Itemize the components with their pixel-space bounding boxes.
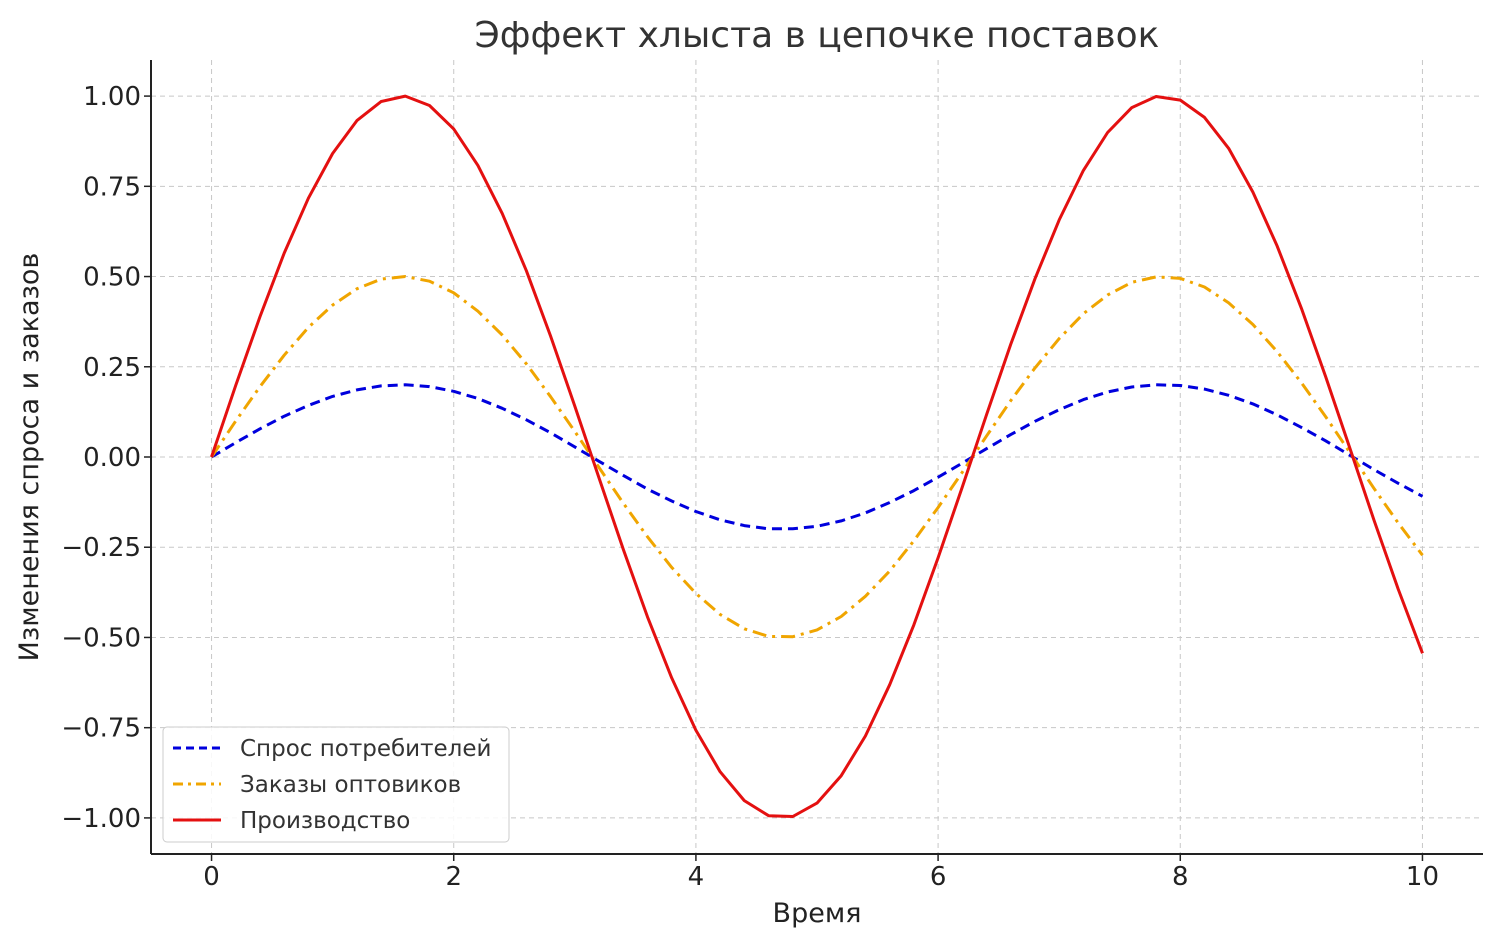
y-tick-label: −1.00	[61, 804, 141, 834]
y-tick-label: 0.00	[83, 443, 141, 473]
legend-box	[162, 726, 510, 843]
x-tick-label: 6	[930, 862, 947, 892]
y-axis-label: Изменения спроса и заказов	[14, 253, 45, 662]
legend-label: Спрос потребителей	[240, 736, 491, 762]
x-tick-label: 10	[1406, 862, 1439, 892]
series-line-0	[210, 383, 1424, 531]
x-tick-label: 2	[445, 862, 462, 892]
x-tick-label: 0	[203, 862, 220, 892]
y-ticks: 1.00 0.75 0.50 0.25 0.00 −0.25 −0.50 −0.75 −1.00	[61, 82, 151, 834]
y-tick-label: −0.50	[61, 623, 141, 653]
y-tick-label: 0.50	[83, 263, 141, 293]
x-tick-label: 8	[1172, 862, 1189, 892]
series-layer	[210, 94, 1424, 818]
y-tick-label: 0.25	[83, 353, 141, 383]
x-tick-label: 4	[688, 862, 705, 892]
x-axis-label: Время	[773, 898, 862, 929]
legend-label: Производство	[240, 808, 410, 834]
y-tick-label: 0.75	[83, 172, 141, 202]
grid	[151, 60, 1483, 854]
y-tick-label: 1.00	[83, 82, 141, 112]
series-line-1	[210, 275, 1424, 639]
y-tick-label: −0.25	[61, 533, 141, 563]
x-ticks: 0 2 4 6 8 10	[203, 854, 1439, 892]
series-line-2	[210, 94, 1424, 818]
legend: Спрос потребителей Заказы оптовиков Произв…	[162, 726, 510, 843]
legend-label: Заказы оптовиков	[240, 772, 461, 798]
chart-title: Эффект хлыста в цепочке поставок	[475, 15, 1160, 56]
y-tick-label: −0.75	[61, 714, 141, 744]
